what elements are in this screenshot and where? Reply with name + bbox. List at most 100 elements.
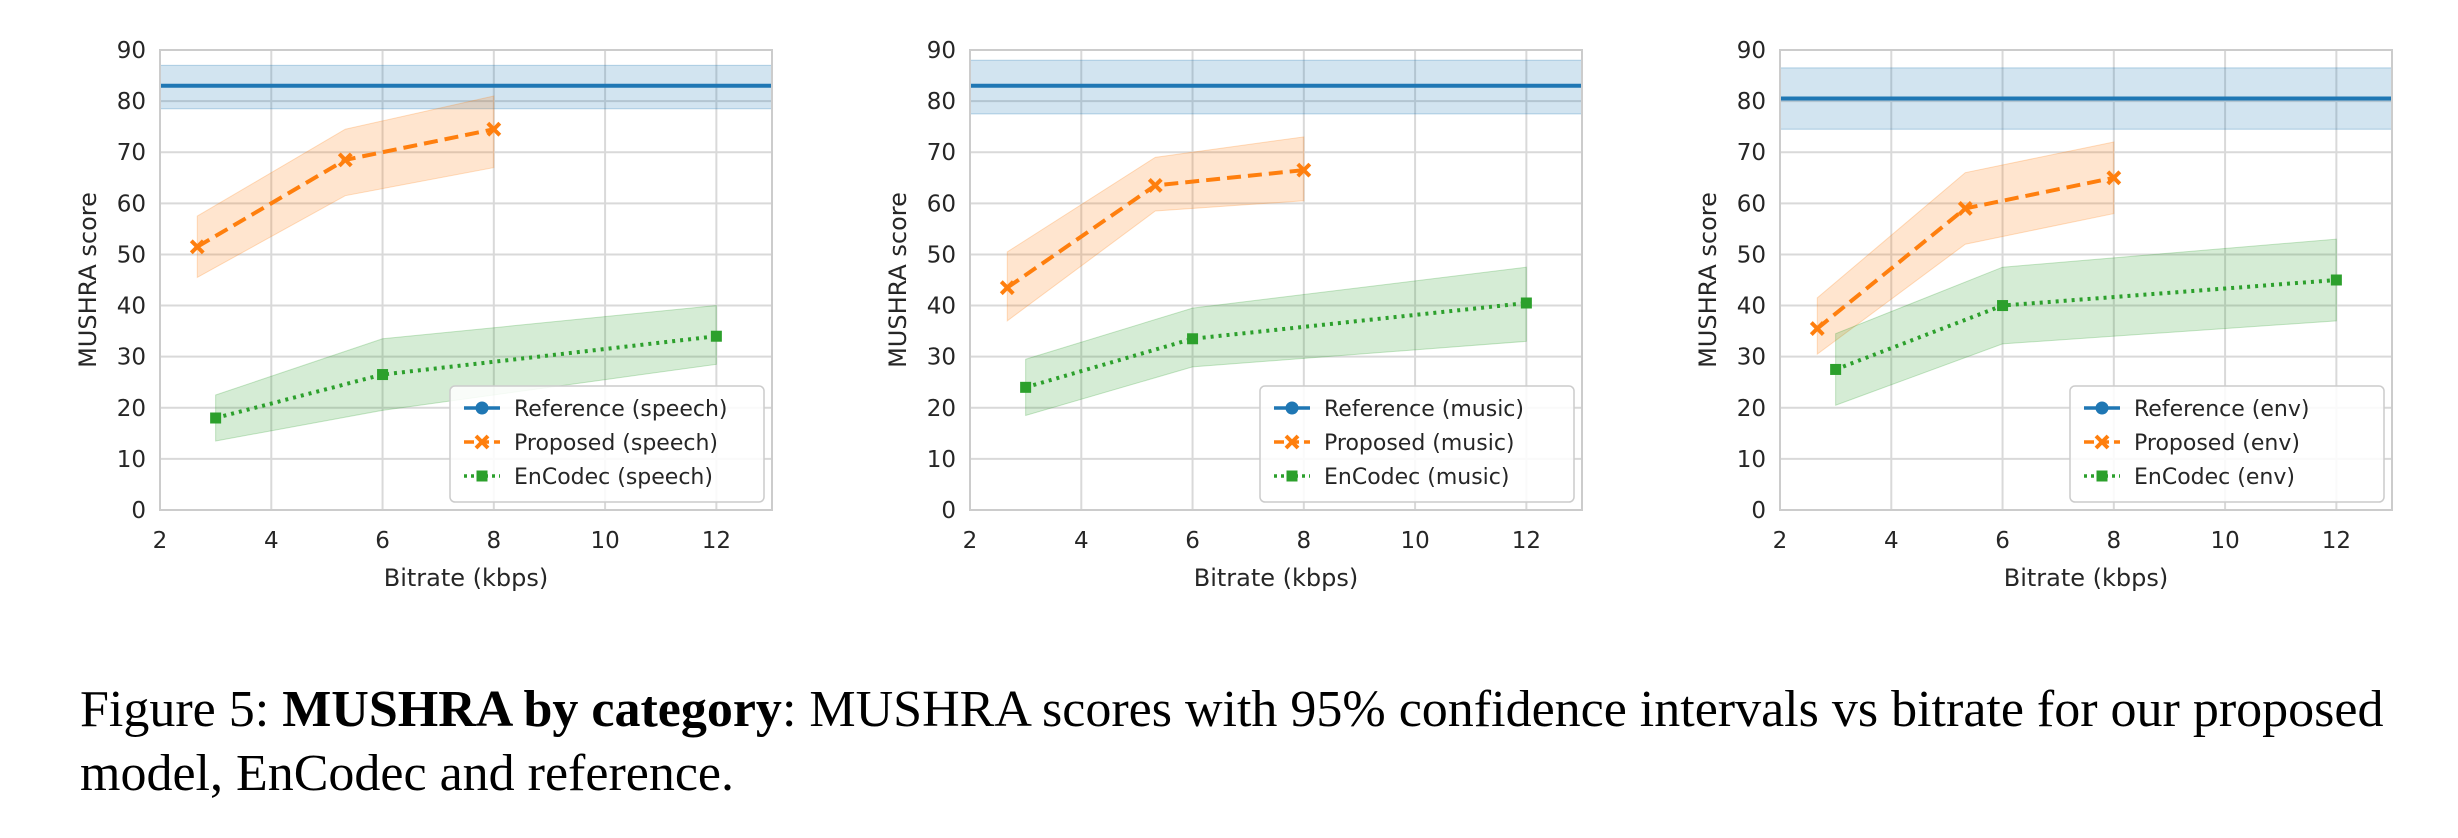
legend-marker-encodec — [2096, 470, 2108, 482]
legend: Reference (env) Proposed (env) EnCodec (en… — [2069, 385, 2385, 503]
y-tick-label: 10 — [117, 447, 146, 473]
x-tick-label: 2 — [1773, 528, 1788, 554]
x-tick-label: 4 — [1074, 528, 1089, 554]
plot-frame — [1779, 49, 2393, 511]
legend: Reference (speech) Proposed (speech) EnCod… — [449, 385, 765, 503]
x-tick-label: 12 — [1512, 528, 1541, 554]
legend-label-reference: Reference (env) — [2134, 397, 2309, 422]
data-point-proposed — [1147, 178, 1163, 193]
legend-label-encodec: EnCodec (speech) — [514, 465, 713, 490]
ci-band-proposed — [1006, 136, 1305, 322]
y-tick-label: 40 — [1737, 294, 1766, 320]
ci-band-encodec — [1835, 238, 2337, 406]
y-tick-label: 20 — [927, 396, 956, 422]
legend-marker-reference — [475, 401, 489, 415]
x-tick-label: 8 — [486, 528, 501, 554]
y-tick-label: 40 — [927, 294, 956, 320]
y-tick-label: 0 — [941, 498, 956, 524]
y-tick-label: 10 — [1737, 447, 1766, 473]
series-line-encodec — [215, 334, 717, 420]
plot-frame — [159, 49, 773, 511]
y-tick-label: 10 — [927, 447, 956, 473]
series-line-encodec — [1025, 301, 1527, 390]
ci-band-encodec — [215, 305, 717, 442]
data-point-encodec — [1187, 333, 1199, 345]
x-tick-label: 10 — [1400, 528, 1429, 554]
x-axis-label: Bitrate (kbps) — [2004, 564, 2169, 592]
data-point-encodec — [210, 412, 222, 424]
y-tick-label: 0 — [1751, 498, 1766, 524]
legend-label-proposed: Proposed (env) — [2134, 431, 2300, 456]
caption-bold: MUSHRA by category — [282, 681, 782, 738]
legend-box — [2069, 385, 2385, 503]
y-tick-label: 0 — [131, 498, 146, 524]
x-tick-label: 12 — [702, 528, 731, 554]
x-tick-label: 2 — [963, 528, 978, 554]
x-tick-label: 6 — [375, 528, 390, 554]
data-point-proposed — [1296, 162, 1312, 178]
legend-label-encodec: EnCodec (env) — [2134, 465, 2295, 490]
legend-marker-encodec — [476, 470, 488, 482]
chart-panel-2: 2 4 6 8 10 12 0 10 20 30 40 50 60 70 80 90 Bitrate (kbps… — [884, 38, 1583, 592]
chart-panel-1: 2 4 6 8 10 12 0 10 20 30 40 50 60 70 80 90 Bitrate (kbps… — [74, 38, 773, 592]
x-tick-label: 4 — [1884, 528, 1899, 554]
legend-label-encodec: EnCodec (music) — [1324, 465, 1509, 490]
x-axis-label: Bitrate (kbps) — [1194, 564, 1359, 592]
y-tick-label: 90 — [117, 38, 146, 64]
legend-marker-encodec — [1286, 470, 1298, 482]
data-point-proposed — [1809, 321, 1825, 336]
legend-marker-reference — [2095, 401, 2109, 415]
y-tick-label: 50 — [927, 242, 956, 268]
data-point-encodec — [1997, 300, 2009, 312]
data-point-encodec — [1020, 381, 1032, 393]
data-point-proposed — [486, 121, 502, 137]
y-tick-label: 40 — [117, 294, 146, 320]
x-tick-label: 4 — [264, 528, 279, 554]
legend-box — [1259, 385, 1575, 503]
y-tick-label: 30 — [1737, 345, 1766, 371]
y-tick-label: 20 — [1737, 396, 1766, 422]
legend-label-proposed: Proposed (speech) — [514, 431, 718, 456]
x-tick-label: 12 — [2322, 528, 2351, 554]
y-tick-label: 30 — [117, 345, 146, 371]
y-tick-label: 90 — [927, 38, 956, 64]
y-tick-label: 70 — [1737, 140, 1766, 166]
data-point-proposed — [999, 280, 1015, 296]
caption-text: : MUSHRA scores with 95% confidence inte… — [80, 681, 2384, 802]
y-tick-label: 50 — [1737, 242, 1766, 268]
caption-label: Figure 5: — [80, 681, 270, 738]
legend-box — [449, 385, 765, 503]
legend-label-proposed: Proposed (music) — [1324, 431, 1515, 456]
data-point-proposed — [2106, 170, 2122, 186]
y-tick-label: 90 — [1737, 38, 1766, 64]
data-point-encodec — [2330, 274, 2342, 286]
data-point-encodec — [1830, 363, 1842, 375]
ci-band-proposed — [1816, 141, 2115, 356]
data-point-encodec — [710, 330, 722, 342]
ci-band-encodec — [1025, 266, 1527, 417]
data-point-proposed — [337, 152, 353, 168]
y-tick-label: 30 — [927, 345, 956, 371]
x-tick-label: 10 — [590, 528, 619, 554]
y-tick-label: 60 — [117, 191, 146, 217]
y-axis-label: MUSHRA score — [884, 192, 912, 368]
x-axis-label: Bitrate (kbps) — [384, 564, 549, 592]
figure-caption: Figure 5: MUSHRA by category: MUSHRA sco… — [80, 678, 2410, 806]
y-axis-label: MUSHRA score — [1694, 192, 1722, 368]
legend-label-reference: Reference (speech) — [514, 397, 727, 422]
y-axis-label: MUSHRA score — [74, 192, 102, 368]
plot-frame — [969, 49, 1583, 511]
legend-marker-reference — [1285, 401, 1299, 415]
x-tick-label: 6 — [1185, 528, 1200, 554]
data-point-encodec — [377, 369, 389, 381]
y-tick-label: 70 — [927, 140, 956, 166]
y-tick-label: 60 — [927, 191, 956, 217]
data-point-proposed — [1957, 201, 1973, 216]
x-tick-label: 8 — [1296, 528, 1311, 554]
y-tick-label: 60 — [1737, 191, 1766, 217]
data-point-proposed — [189, 239, 205, 255]
y-tick-label: 50 — [117, 242, 146, 268]
legend: Reference (music) Proposed (music) EnCodec… — [1259, 385, 1575, 503]
x-tick-label: 6 — [1995, 528, 2010, 554]
